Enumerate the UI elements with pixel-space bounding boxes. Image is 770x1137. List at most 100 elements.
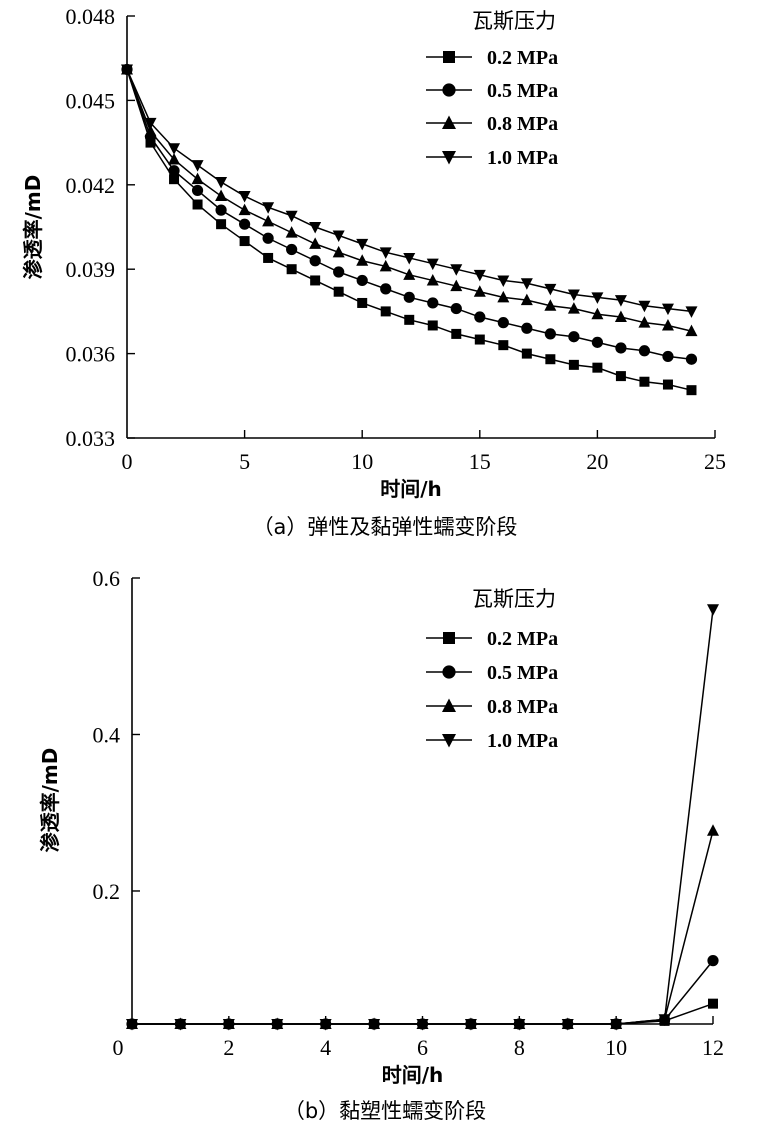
x-tick-label: 25 [704, 449, 726, 474]
x-tick-label: 2 [223, 1035, 234, 1060]
y-tick-label: 0.6 [93, 566, 121, 591]
data-point [639, 376, 650, 387]
legend-title: 瓦斯压力 [472, 587, 556, 611]
series-1_0-MPa [126, 604, 719, 1031]
data-point [474, 311, 486, 323]
data-point [638, 300, 651, 313]
data-point [404, 314, 415, 325]
data-point [379, 247, 392, 259]
legend-marker [442, 665, 456, 679]
data-point [121, 64, 133, 76]
data-point [286, 264, 297, 275]
data-point [168, 152, 181, 165]
data-point [310, 275, 321, 286]
data-point [591, 292, 604, 304]
y-tick-label: 0.048 [66, 4, 116, 29]
data-point [591, 336, 604, 348]
data-point [168, 165, 180, 177]
legend-label: 0.5 MPa [487, 662, 558, 684]
x-tick-label: 8 [514, 1035, 525, 1060]
data-point [191, 160, 204, 172]
data-point [263, 252, 274, 263]
data-point [215, 204, 227, 216]
data-point [380, 306, 391, 317]
data-point [464, 1019, 477, 1031]
figure-caption: （b）黏塑性蠕变阶段 [284, 1099, 486, 1123]
legend-marker [442, 698, 456, 712]
x-tick-label: 4 [320, 1035, 331, 1060]
legend-marker [443, 632, 455, 644]
legend-marker [442, 151, 456, 165]
series-1_0-MPa [121, 64, 698, 318]
data-point [262, 214, 275, 227]
data-point [568, 331, 580, 343]
data-point [427, 297, 439, 309]
data-point [544, 283, 557, 296]
legend-label: 0.8 MPa [487, 113, 558, 135]
data-point [426, 273, 439, 286]
data-point [239, 218, 251, 230]
data-point [544, 328, 556, 340]
data-point [332, 245, 345, 258]
data-point [450, 264, 463, 276]
y-tick-label: 0.042 [66, 173, 116, 198]
series-line [132, 609, 714, 1025]
x-tick-label: 6 [417, 1035, 428, 1060]
data-point [216, 219, 227, 230]
x-axis-label: 时间/h [382, 1063, 444, 1087]
legend-marker [442, 115, 456, 129]
legend-marker [443, 51, 455, 63]
series-0_8-MPa [126, 824, 719, 1029]
data-point [333, 266, 345, 278]
x-tick-label: 20 [586, 449, 608, 474]
data-point [379, 259, 392, 272]
data-point [356, 238, 369, 251]
data-point [521, 348, 532, 359]
series-line [132, 830, 714, 1025]
data-point [615, 342, 627, 354]
data-point [638, 345, 651, 357]
data-point [145, 137, 156, 148]
data-point [426, 258, 439, 271]
legend-marker [442, 83, 456, 97]
data-point [286, 243, 298, 256]
legend: 瓦斯压力 0.2 MPa 0.5 MPa 0.8 MPa 1.0 MPa [426, 587, 558, 752]
x-tick-label: 0 [122, 449, 133, 474]
legend-label: 1.0 MPa [487, 730, 558, 752]
x-tick-label: 5 [239, 449, 250, 474]
y-tick-label: 0.045 [66, 88, 116, 113]
data-point [707, 955, 719, 967]
x-tick-label: 10 [605, 1035, 627, 1060]
data-point [215, 189, 228, 202]
data-point [567, 302, 580, 314]
data-point [662, 350, 674, 363]
data-point [144, 117, 157, 130]
data-point [262, 232, 274, 244]
data-point [685, 353, 698, 365]
data-point [638, 316, 651, 328]
y-tick-label: 0.033 [66, 426, 116, 451]
data-point [568, 359, 579, 370]
data-point [191, 172, 204, 185]
data-point [708, 998, 718, 1009]
data-point [658, 1014, 671, 1026]
data-point [416, 1019, 429, 1031]
data-point [450, 279, 463, 292]
y-axis-label: 渗透率/mD [21, 175, 45, 280]
legend: 瓦斯压力 0.2 MPa 0.5 MPa 0.8 MPa 1.0 MPa [426, 9, 558, 169]
data-point [357, 297, 368, 308]
chart-b: 0.2 0.4 0.6 0 2 4 6 8 10 12 渗透率/mD 时间/h （b）黏塑性蠕变阶段 瓦斯… [38, 566, 724, 1123]
data-point [356, 254, 369, 266]
data-point [661, 303, 674, 316]
data-point [271, 1019, 284, 1031]
data-point [144, 124, 157, 137]
data-point [174, 1019, 187, 1031]
y-tick-label: 0.2 [93, 879, 121, 904]
series-line [126, 69, 692, 391]
y-tick-label: 0.039 [66, 257, 116, 282]
y-tick-label: 0.036 [66, 342, 116, 367]
data-point [615, 371, 626, 382]
data-point [544, 299, 557, 311]
data-point [661, 318, 674, 331]
